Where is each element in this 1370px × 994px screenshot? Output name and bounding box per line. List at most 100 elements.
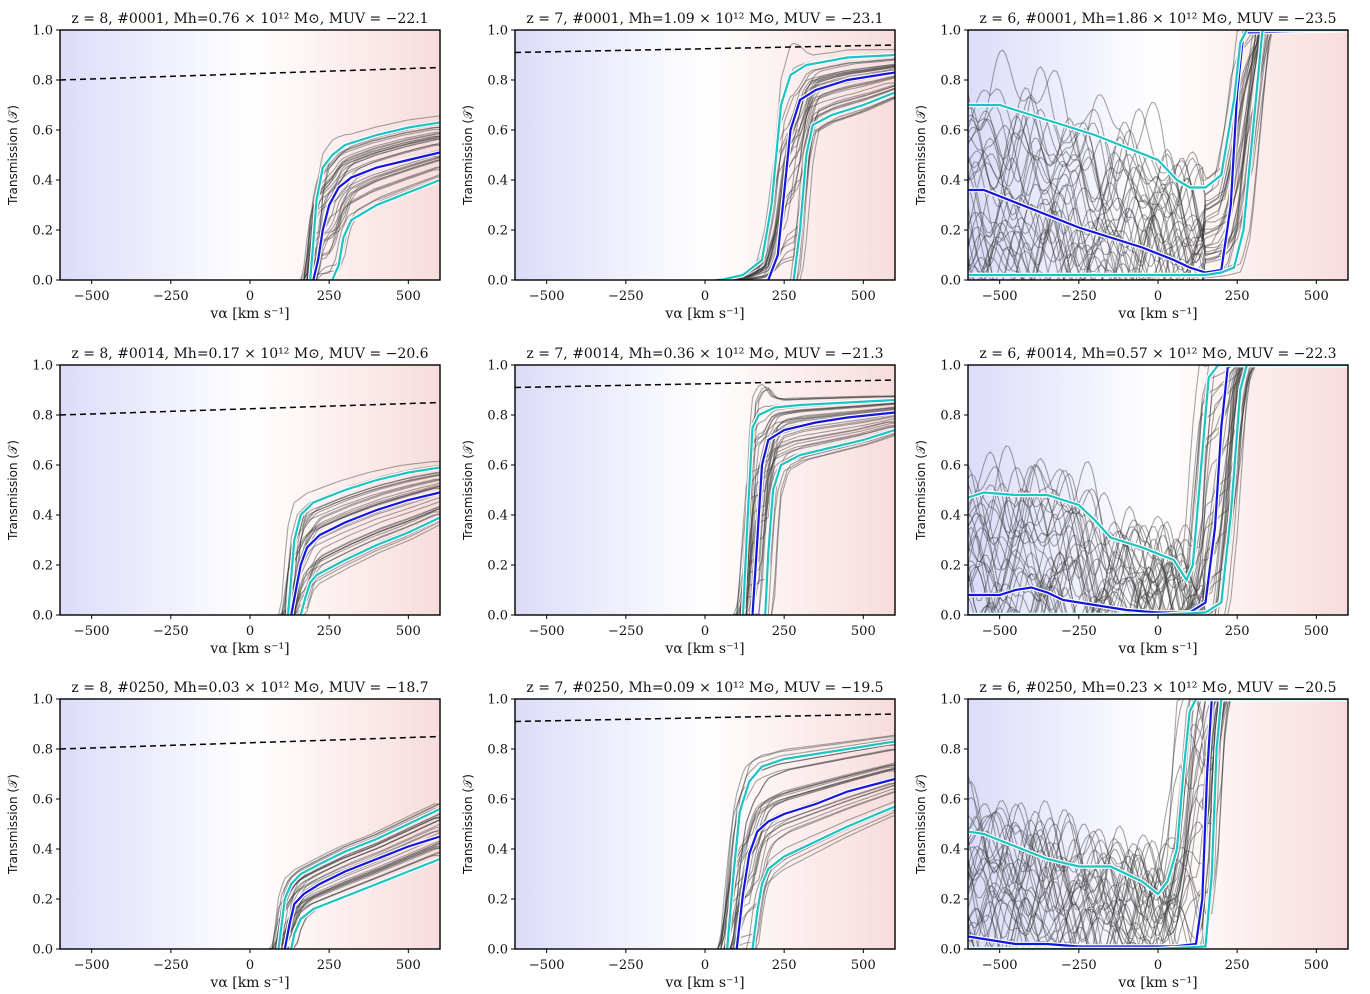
sightline	[968, 30, 1348, 276]
sightline	[515, 402, 895, 615]
x-tick-label: −250	[153, 289, 189, 304]
sightline	[60, 816, 440, 949]
y-tick-label: 0.8	[487, 409, 508, 424]
y-tick-label: 0.2	[940, 559, 961, 574]
sightline	[515, 800, 895, 949]
velocity-shading	[968, 699, 1348, 949]
sightline	[60, 514, 440, 615]
x-tick-label: 500	[851, 624, 876, 639]
sightline	[968, 699, 1348, 949]
sightline	[968, 365, 1348, 589]
sightline	[968, 699, 1348, 949]
sightline	[60, 155, 440, 280]
y-tick-label: 0.8	[487, 743, 508, 758]
median-line	[735, 777, 895, 949]
sightline	[968, 699, 1348, 902]
sightline	[515, 432, 895, 615]
sightline	[60, 472, 440, 615]
sightline	[60, 156, 440, 280]
sightline	[515, 59, 895, 280]
sightline	[968, 30, 1348, 244]
x-tick-label: −500	[982, 289, 1018, 304]
p84-line	[968, 699, 1348, 896]
p16-line	[968, 30, 1348, 277]
y-tick-label: 0.0	[940, 274, 961, 289]
sightline	[60, 803, 440, 949]
x-tick-label: −250	[1061, 624, 1097, 639]
x-tick-label: −500	[74, 624, 110, 639]
y-tick-label: 0.2	[487, 559, 508, 574]
sightline	[60, 846, 440, 949]
p16-line	[751, 805, 895, 949]
y-tick-label: 0.8	[32, 743, 53, 758]
sightline	[515, 406, 895, 615]
x-tick-label: −500	[74, 289, 110, 304]
sightline	[60, 819, 440, 949]
y-tick-label: 0.6	[487, 793, 508, 808]
sightline	[60, 492, 440, 615]
sightline	[968, 30, 1348, 280]
x-tick-label: −500	[529, 624, 565, 639]
y-tick-label: 0.4	[32, 843, 53, 858]
sightline	[968, 365, 1348, 615]
plot-area	[515, 713, 895, 949]
y-axis-label: Transmission (𝒯)	[461, 440, 475, 541]
x-tick-label: 250	[317, 289, 342, 304]
sightline	[60, 157, 440, 280]
x-tick-label: −500	[982, 958, 1018, 973]
sightline	[60, 473, 440, 615]
sightline	[515, 432, 895, 615]
p84-line	[309, 121, 440, 280]
sightline	[60, 521, 440, 615]
sightline	[60, 169, 440, 280]
sightline	[968, 30, 1348, 280]
sightline	[968, 30, 1348, 243]
sightline	[515, 749, 895, 949]
sightline	[60, 139, 440, 280]
sightline	[968, 365, 1348, 615]
sightline	[60, 482, 440, 615]
sightline	[515, 409, 895, 615]
sightline	[60, 524, 440, 615]
sightline	[515, 763, 895, 949]
sightline	[515, 75, 895, 280]
x-tick-label: 250	[1225, 958, 1250, 973]
sightline	[968, 699, 1348, 921]
sightline	[515, 64, 895, 280]
sightline	[968, 699, 1348, 933]
panel-7: −500 −250 0 250 500 0.0 0.2 0.4 0.6 0.8 1.0 z = 8, …	[6, 680, 441, 991]
sightline	[60, 817, 440, 949]
sightline	[968, 365, 1348, 593]
p16-line	[299, 516, 440, 615]
panel-title: z = 8, #0001, Mh=0.76 × 10¹² M⊙, MUV = −…	[71, 11, 428, 27]
sightline	[60, 488, 440, 615]
sightline	[60, 479, 440, 615]
sightline	[968, 699, 1348, 949]
sightline	[515, 407, 895, 615]
sightline	[968, 30, 1348, 264]
y-tick-label: 0.2	[940, 893, 961, 908]
sightline	[515, 422, 895, 615]
sightline	[515, 783, 895, 949]
sightline	[515, 788, 895, 949]
sightline	[60, 156, 440, 280]
sightline	[968, 30, 1348, 206]
y-axis-label: Transmission (𝒯)	[6, 105, 20, 206]
sightline	[60, 135, 440, 280]
x-axis-label: vα [km s⁻¹]	[664, 306, 744, 322]
sightline	[968, 30, 1348, 280]
x-tick-label: 0	[701, 624, 709, 639]
sightline	[60, 813, 440, 949]
sightline	[515, 87, 895, 280]
sightline	[60, 813, 440, 949]
panel-8: −500 −250 0 250 500 0.0 0.2 0.4 0.6 0.8 1.0 z = 7, …	[461, 680, 896, 991]
velocity-shading	[515, 699, 895, 949]
sightline	[60, 166, 440, 280]
y-tick-label: 0.6	[32, 793, 53, 808]
sightline	[968, 365, 1348, 606]
sightline	[60, 131, 440, 280]
y-tick-label: 1.0	[32, 24, 53, 39]
sightline	[515, 69, 895, 280]
sightline	[515, 766, 895, 949]
